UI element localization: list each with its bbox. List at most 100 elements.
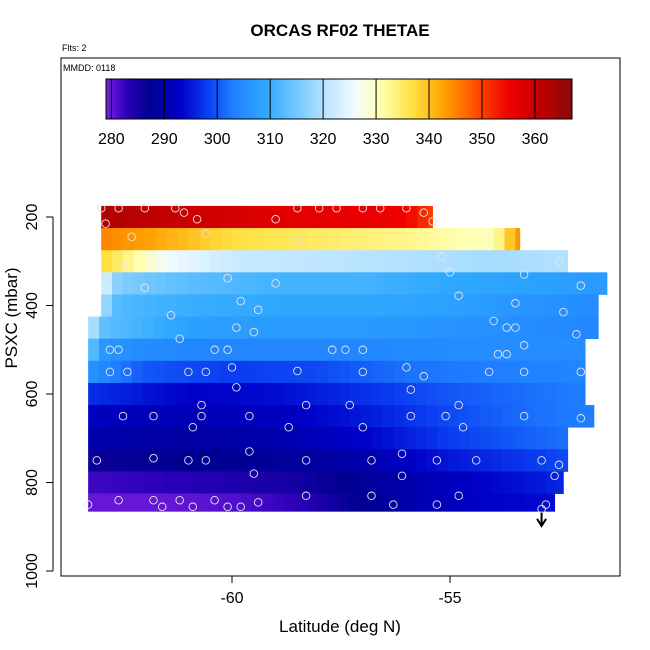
heatmap-cell — [144, 250, 157, 273]
heatmap-cell — [502, 360, 514, 384]
heatmap-cell — [166, 205, 178, 229]
colorbar-swatch — [407, 79, 411, 119]
colorbar-swatch — [415, 79, 419, 119]
heatmap-cell — [197, 316, 209, 340]
colorbar-swatch — [246, 79, 250, 119]
data-marker — [493, 349, 503, 359]
heatmap-cell — [286, 205, 298, 229]
heatmap-cell — [567, 338, 580, 362]
heatmap-cell — [537, 250, 549, 273]
heatmap-cell — [112, 272, 124, 295]
heatmap-cell — [306, 338, 318, 362]
heatmap-cell — [242, 228, 255, 251]
colorbar-swatch — [384, 79, 388, 119]
heatmap-cell — [524, 427, 536, 450]
heatmap-cell — [273, 427, 285, 450]
heatmap-cell — [164, 382, 176, 406]
heatmap-cell — [591, 294, 599, 317]
heatmap-cell — [535, 382, 547, 406]
heatmap-cell — [426, 405, 438, 428]
heatmap-cell — [447, 493, 460, 512]
heatmap-cell — [317, 382, 329, 406]
colorbar-swatch — [545, 79, 549, 119]
flights-label: Flts: 2 — [62, 43, 87, 53]
heatmap-cell — [101, 294, 113, 317]
heatmap-cell — [284, 316, 296, 340]
heatmap-cell — [373, 205, 385, 229]
heatmap-cell — [458, 382, 471, 406]
colorbar-swatch — [508, 79, 512, 119]
colorbar-swatch — [203, 79, 208, 119]
heatmap-cell — [567, 405, 580, 428]
heatmap-cell — [513, 449, 525, 472]
colorbar-swatch — [489, 79, 494, 119]
heatmap-cell — [308, 228, 320, 251]
colorbar-swatch — [540, 79, 544, 119]
colorbar-frame — [105, 78, 573, 120]
heatmap-cell — [199, 294, 211, 317]
heatmap-cell — [415, 449, 427, 472]
heatmap-cell — [112, 294, 124, 317]
heatmap-cell — [382, 382, 394, 406]
heatmap-cell — [515, 228, 521, 251]
data-marker — [96, 203, 106, 213]
colorbar-swatch — [368, 79, 372, 119]
heatmap-cell — [295, 471, 307, 494]
data-marker — [428, 217, 437, 226]
heatmap-cell — [373, 272, 385, 295]
heatmap-cell — [482, 294, 494, 317]
heatmap-cell — [273, 382, 285, 406]
heatmap-cell — [428, 272, 440, 295]
colorbar-swatch — [500, 79, 504, 119]
heatmap-cell — [351, 250, 364, 273]
heatmap-cell — [395, 250, 407, 273]
heatmap-cell — [458, 493, 471, 512]
heatmap-cell — [164, 449, 176, 472]
data-marker — [223, 273, 232, 283]
heatmap-cell — [109, 471, 122, 494]
data-marker — [149, 495, 158, 505]
colorbar-swatch — [140, 79, 144, 119]
heatmap-cell — [262, 449, 274, 472]
heatmap-cell — [218, 493, 231, 512]
heatmap-cell — [273, 360, 285, 384]
colorbar-swatch — [468, 79, 472, 119]
heatmap-cell — [142, 471, 154, 494]
colorbar-swatch — [357, 79, 361, 119]
colorbar-swatch — [410, 79, 414, 119]
heatmap-cell — [327, 449, 340, 472]
heatmap-cell — [229, 338, 242, 362]
heatmap-cell — [436, 471, 449, 494]
data-marker — [358, 422, 368, 432]
heatmap-cell — [317, 493, 329, 512]
colorbar-swatch — [463, 79, 467, 119]
heatmap-cell — [275, 228, 287, 251]
heatmap-cell — [338, 471, 351, 494]
heatmap-cell — [471, 250, 484, 273]
heatmap-cell — [218, 427, 231, 450]
heatmap-cell — [559, 250, 569, 273]
colorbar-swatch — [341, 79, 345, 119]
heatmap-cell — [264, 250, 276, 273]
data-marker — [105, 345, 115, 355]
heatmap-cell — [349, 471, 362, 494]
colorbar-swatch — [455, 79, 459, 119]
heatmap-cell — [395, 272, 407, 295]
data-marker — [179, 208, 189, 217]
heatmap-cell — [330, 250, 342, 273]
colorbar-swatch — [129, 79, 133, 119]
heatmap-cell — [548, 294, 560, 317]
colorbar-swatch — [278, 79, 282, 119]
colorbar-swatch — [286, 79, 290, 119]
colorbar-swatch — [156, 79, 160, 119]
colorbar-swatch — [436, 79, 441, 119]
colorbar-swatch — [219, 79, 223, 119]
heatmap-cell — [393, 316, 405, 340]
heatmap-cell — [384, 205, 396, 229]
heatmap-cell — [373, 250, 385, 273]
data-marker — [550, 471, 559, 481]
heatmap-cell — [120, 449, 133, 472]
data-marker — [227, 363, 237, 372]
heatmap-cell — [491, 405, 503, 428]
heatmap-cell — [545, 449, 558, 472]
